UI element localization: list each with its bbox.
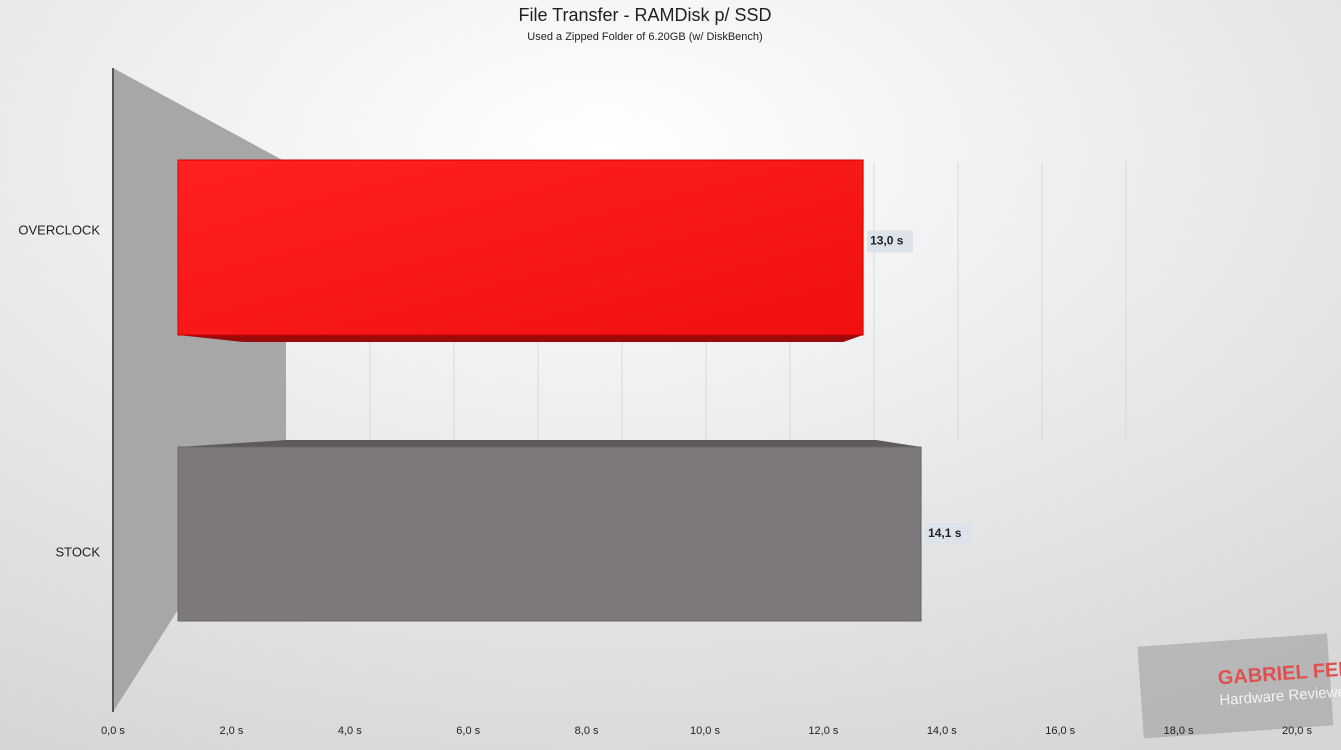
- chart-subtitle: Used a Zipped Folder of 6.20GB (w/ DiskB…: [527, 31, 762, 43]
- bar-bevel: [178, 440, 922, 447]
- y-tick-label: OVERCLOCK: [18, 222, 100, 237]
- x-tick-label: 18,0 s: [1164, 725, 1194, 737]
- x-tick-label: 14,0 s: [927, 725, 957, 737]
- value-label: 13,0 s: [870, 234, 904, 248]
- value-label-box: [925, 523, 972, 545]
- x-tick-label: 6,0 s: [456, 725, 480, 737]
- x-tick-label: 16,0 s: [1045, 725, 1075, 737]
- x-tick-label: 10,0 s: [690, 725, 720, 737]
- watermark: GABRIEL FERRAZ Hardware Reviewer: [1137, 633, 1341, 739]
- bar: [177, 159, 864, 336]
- value-label: 14,1 s: [928, 526, 962, 540]
- y-tick-label: STOCK: [55, 544, 100, 559]
- x-tick-label: 20,0 s: [1282, 725, 1312, 737]
- x-tick-label: 12,0 s: [808, 725, 838, 737]
- x-tick-label: 4,0 s: [338, 725, 362, 737]
- chart-title: File Transfer - RAMDisk p/ SSD: [518, 5, 771, 25]
- x-tick-label: 0,0 s: [101, 725, 125, 737]
- value-label-box: [867, 230, 914, 253]
- bar: [177, 446, 922, 622]
- bar-bevel: [178, 335, 864, 342]
- x-tick-label: 8,0 s: [575, 725, 599, 737]
- watermark-plate: [1137, 633, 1334, 739]
- x-tick-label: 2,0 s: [219, 725, 243, 737]
